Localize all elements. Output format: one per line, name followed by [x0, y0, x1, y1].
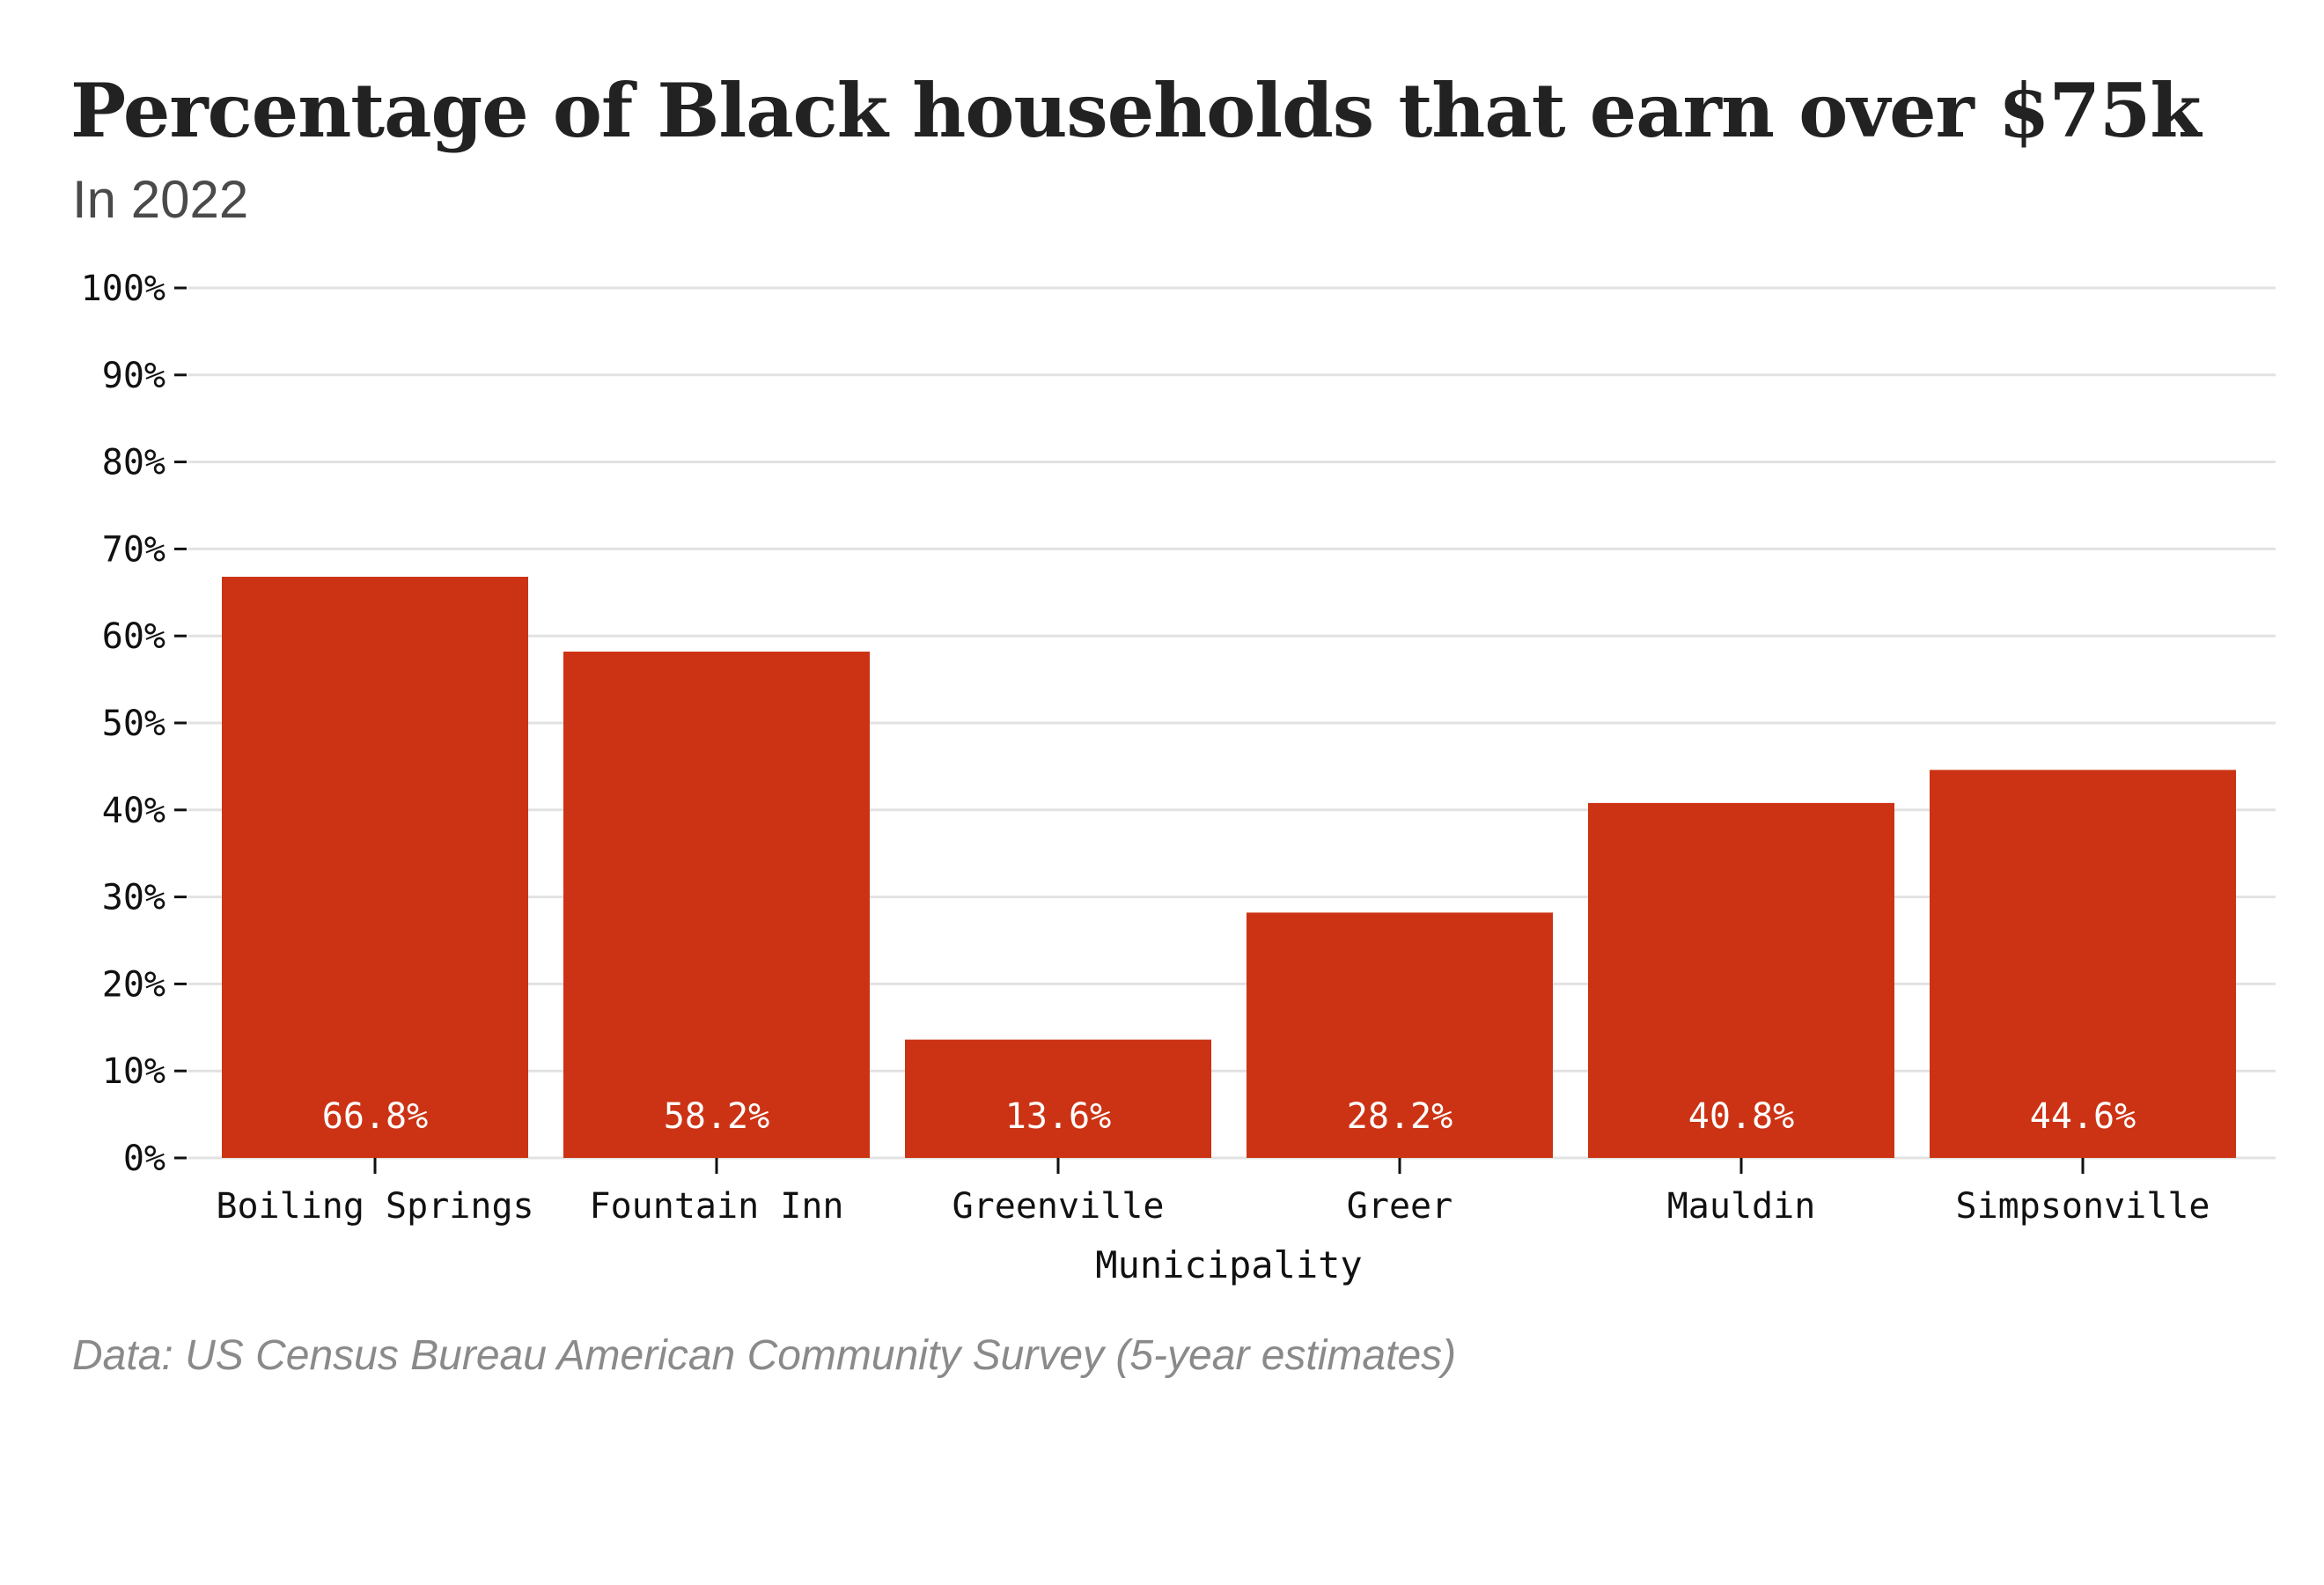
- bar: [1930, 770, 2236, 1158]
- y-tick-label: 80%: [102, 443, 165, 483]
- x-tick-label: Greer: [1347, 1186, 1452, 1227]
- y-tick-label: 100%: [81, 269, 165, 309]
- y-tick-label: 90%: [102, 356, 165, 396]
- bar: [905, 1039, 1211, 1158]
- x-tick-label: Boiling Springs: [216, 1186, 533, 1227]
- y-tick-label: 60%: [102, 616, 165, 657]
- bar-value-label: 40.8%: [1688, 1096, 1794, 1137]
- bars: 66.8% 58.2% 13.6% 28.2% 40.8% 44.6%: [222, 577, 2236, 1158]
- x-axis-title: Municipality: [1095, 1243, 1362, 1286]
- bar-value-label: 58.2%: [664, 1096, 769, 1137]
- source-note: Data: US Census Bureau American Communit…: [72, 1332, 1457, 1379]
- bar: [1247, 912, 1553, 1158]
- y-tick-label: 50%: [102, 704, 165, 744]
- bar-chart: 0% 10% 20% 30% 40% 50% 60% 70% 80% 90% 100% 66.8% 5…: [81, 269, 2276, 1286]
- x-axis: Boiling Springs Fountain Inn Greenville Gre…: [216, 1158, 2210, 1227]
- y-tick-label: 10%: [102, 1051, 165, 1092]
- bar: [1588, 802, 1894, 1158]
- x-tick-label: Fountain Inn: [590, 1186, 844, 1227]
- y-tick-label: 0%: [123, 1139, 165, 1179]
- x-tick-label: Greenville: [952, 1186, 1165, 1227]
- bar-value-label: 13.6%: [1005, 1096, 1111, 1137]
- gridlines: [188, 286, 2276, 1160]
- bar-value-label: 44.6%: [2030, 1096, 2136, 1137]
- bar: [563, 651, 870, 1158]
- x-tick-label: Mauldin: [1667, 1186, 1816, 1227]
- bar-value-label: 28.2%: [1347, 1096, 1452, 1137]
- x-tick-label: Simpsonville: [1956, 1186, 2210, 1227]
- y-tick-label: 70%: [102, 529, 165, 570]
- bar-value-label: 66.8%: [322, 1096, 428, 1137]
- y-tick-label: 40%: [102, 791, 165, 831]
- y-tick-label: 30%: [102, 878, 165, 918]
- bar: [222, 577, 528, 1158]
- chart-subtitle: In 2022: [72, 170, 249, 229]
- y-tick-label: 20%: [102, 964, 165, 1005]
- y-axis: 0% 10% 20% 30% 40% 50% 60% 70% 80% 90% 100%: [81, 269, 187, 1179]
- chart-title: Percentage of Black households that earn…: [70, 67, 2202, 154]
